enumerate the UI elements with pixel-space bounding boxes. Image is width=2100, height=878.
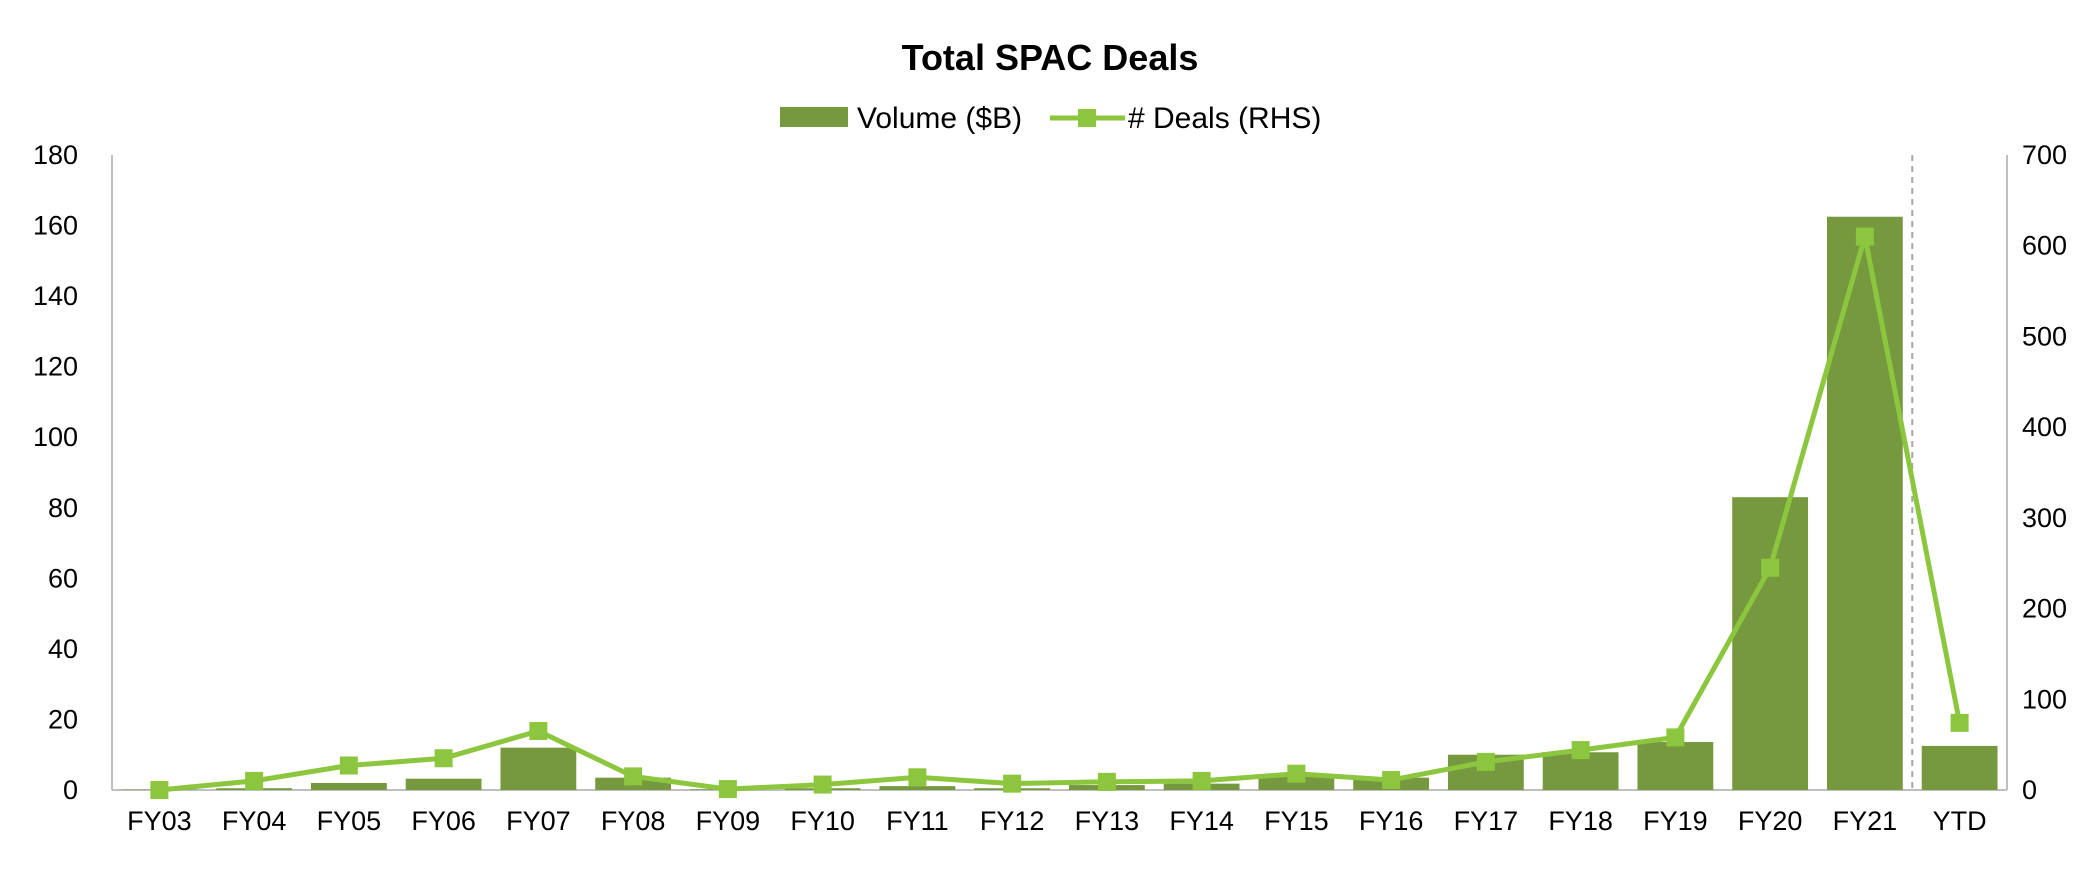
deals-marker-fy12 [1003, 774, 1022, 793]
x-tick-fy09: FY09 [696, 806, 761, 836]
y-left-tick-120: 120 [33, 352, 78, 382]
x-tick-fy05: FY05 [317, 806, 382, 836]
volume-bar-fy06 [405, 778, 482, 790]
volume-bar-fy11 [879, 786, 956, 790]
x-tick-fy16: FY16 [1359, 806, 1424, 836]
deals-marker-fy03 [150, 781, 169, 799]
x-tick-fy21: FY21 [1833, 806, 1898, 836]
legend-label-deals: # Deals (RHS) [1128, 102, 1321, 135]
legend-label-volume: Volume ($B) [857, 102, 1022, 135]
x-tick-fy07: FY07 [506, 806, 571, 836]
x-tick-fy18: FY18 [1548, 806, 1613, 836]
deals-line-path [159, 234, 1963, 793]
y-right-tick-500: 500 [2022, 321, 2067, 351]
y-right-tick-300: 300 [2022, 503, 2067, 533]
legend-swatch-volume [780, 107, 848, 127]
y-left-tick-60: 60 [48, 563, 78, 593]
y-right-tick-100: 100 [2022, 684, 2067, 714]
deals-marker-fy13 [1097, 772, 1116, 791]
deals-line [150, 227, 1969, 799]
deals-marker-fy10 [813, 775, 832, 794]
x-tick-ytd: YTD [1933, 806, 1987, 836]
tick-labels: FY03 FY04 FY05 FY06 FY07 FY08 FY09 FY10 FY11 FY12… [33, 140, 2067, 836]
x-tick-fy03: FY03 [127, 806, 192, 836]
deals-marker-fy09 [718, 780, 737, 799]
deals-marker-fy15 [1287, 764, 1306, 783]
deals-marker-fy20 [1761, 558, 1780, 577]
volume-bar-fy05 [310, 782, 387, 790]
y-left-tick-40: 40 [48, 634, 78, 664]
x-tick-fy20: FY20 [1738, 806, 1803, 836]
volume-bar-fy07 [500, 747, 577, 790]
x-tick-fy06: FY06 [411, 806, 476, 836]
deals-marker-fy07 [529, 722, 548, 741]
x-tick-fy19: FY19 [1643, 806, 1708, 836]
deals-marker-fy08 [624, 767, 643, 786]
volume-bar-fy19 [1637, 742, 1714, 790]
deals-marker-fy18 [1571, 741, 1590, 760]
x-tick-fy14: FY14 [1169, 806, 1234, 836]
y-right-tick-400: 400 [2022, 412, 2067, 442]
chart-title: Total SPAC Deals [902, 37, 1199, 78]
volume-bar-fy15 [1258, 776, 1335, 790]
y-left-tick-100: 100 [33, 422, 78, 452]
x-tick-fy04: FY04 [222, 806, 287, 836]
deals-marker-fy21 [1855, 227, 1874, 246]
y-right-tick-200: 200 [2022, 594, 2067, 624]
deals-marker-fy11 [908, 768, 927, 787]
y-left-tick-80: 80 [48, 493, 78, 523]
axes [111, 155, 2008, 791]
y-right-tick-0: 0 [2022, 775, 2037, 805]
x-tick-fy08: FY08 [601, 806, 666, 836]
deals-marker-fy05 [339, 756, 358, 775]
legend-marker-deals [1078, 109, 1096, 127]
y-left-tick-0: 0 [63, 775, 78, 805]
deals-marker-fy14 [1192, 771, 1211, 790]
y-left-tick-140: 140 [33, 281, 78, 311]
x-tick-fy13: FY13 [1075, 806, 1140, 836]
deals-marker-fy19 [1666, 728, 1685, 747]
x-tick-fy15: FY15 [1264, 806, 1329, 836]
volume-bar-ytd [1921, 745, 1998, 790]
volume-bar-fy20 [1732, 497, 1809, 790]
y-right-tick-700: 700 [2022, 140, 2067, 170]
y-left-tick-160: 160 [33, 211, 78, 241]
y-left-tick-20: 20 [48, 704, 78, 734]
deals-marker-fy06 [434, 749, 453, 768]
x-tick-fy11: FY11 [886, 806, 949, 836]
deals-marker-fy17 [1476, 752, 1495, 771]
x-tick-fy10: FY10 [790, 806, 855, 836]
x-tick-fy12: FY12 [980, 806, 1045, 836]
deals-marker-fy16 [1382, 771, 1401, 790]
volume-bar-fy21 [1826, 216, 1903, 791]
y-left-tick-180: 180 [33, 140, 78, 170]
deals-marker-fy04 [245, 771, 264, 790]
y-right-tick-600: 600 [2022, 231, 2067, 261]
x-tick-fy17: FY17 [1454, 806, 1519, 836]
deals-marker-ytd [1950, 713, 1969, 732]
legend: Volume ($B) # Deals (RHS) [780, 102, 1321, 135]
volume-bars [121, 216, 1998, 791]
